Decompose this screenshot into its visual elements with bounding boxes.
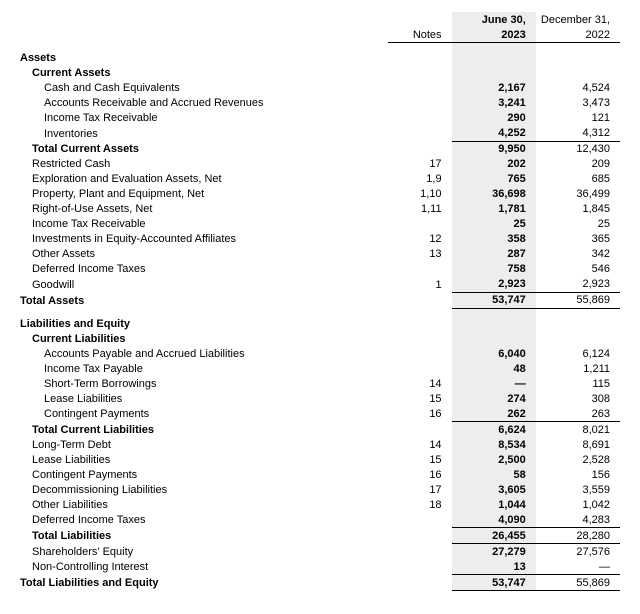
balance-sheet-table: June 30, December 31, Notes 2023 2022 As… — [20, 12, 620, 591]
row-itp: Income Tax Payable481,211 — [20, 361, 620, 376]
row-explore: Exploration and Evaluation Assets, Net1,… — [20, 172, 620, 187]
row-rou: Right-of-Use Assets, Net1,111,7811,845 — [20, 202, 620, 217]
row-ap: Accounts Payable and Accrued Liabilities… — [20, 346, 620, 361]
row-cp-n: Contingent Payments1658156 — [20, 467, 620, 482]
row-ppe: Property, Plant and Equipment, Net1,1036… — [20, 187, 620, 202]
row-inv: Inventories4,2524,312 — [20, 126, 620, 142]
row-tca: Total Current Assets9,95012,430 — [20, 141, 620, 157]
row-tcl: Total Current Liabilities6,6248,021 — [20, 422, 620, 438]
row-oliab: Other Liabilities181,0441,042 — [20, 497, 620, 512]
row-itr-n: Income Tax Receivable2525 — [20, 217, 620, 232]
row-ll-n: Lease Liabilities152,5002,528 — [20, 452, 620, 467]
row-itr-c: Income Tax Receivable290121 — [20, 111, 620, 126]
row-dit-l: Deferred Income Taxes4,0904,283 — [20, 512, 620, 528]
section-assets: Assets — [20, 51, 388, 66]
row-dit-a: Deferred Income Taxes758546 — [20, 262, 620, 277]
header-prior-top: December 31, — [536, 12, 620, 27]
row-cash: Cash and Cash Equivalents2,1674,524 — [20, 81, 620, 96]
row-ltd: Long-Term Debt148,5348,691 — [20, 437, 620, 452]
header-current-bot: 2023 — [452, 27, 536, 43]
row-ll-c: Lease Liabilities15274308 — [20, 391, 620, 406]
row-tl: Total Liabilities26,45528,280 — [20, 528, 620, 544]
row-oassets: Other Assets13287342 — [20, 247, 620, 262]
row-se: Shareholders' Equity27,27927,576 — [20, 544, 620, 560]
section-current-liab: Current Liabilities — [20, 331, 388, 346]
row-gw: Goodwill12,9232,923 — [20, 277, 620, 293]
section-current-assets: Current Assets — [20, 66, 388, 81]
header-prior-bot: 2022 — [536, 27, 620, 43]
row-ta: Total Assets53,74755,869 — [20, 292, 620, 308]
row-stb: Short-Term Borrowings14—115 — [20, 376, 620, 391]
section-liab-eq: Liabilities and Equity — [20, 316, 388, 331]
row-nci: Non-Controlling Interest13— — [20, 559, 620, 575]
row-ar: Accounts Receivable and Accrued Revenues… — [20, 96, 620, 111]
row-tle: Total Liabilities and Equity53,74755,869 — [20, 575, 620, 591]
header-current-top: June 30, — [452, 12, 536, 27]
row-rcash: Restricted Cash17202209 — [20, 157, 620, 172]
row-cp-c: Contingent Payments16262263 — [20, 406, 620, 422]
row-decom: Decommissioning Liabilities173,6053,559 — [20, 482, 620, 497]
row-eainv: Investments in Equity-Accounted Affiliat… — [20, 232, 620, 247]
header-notes: Notes — [388, 27, 451, 43]
